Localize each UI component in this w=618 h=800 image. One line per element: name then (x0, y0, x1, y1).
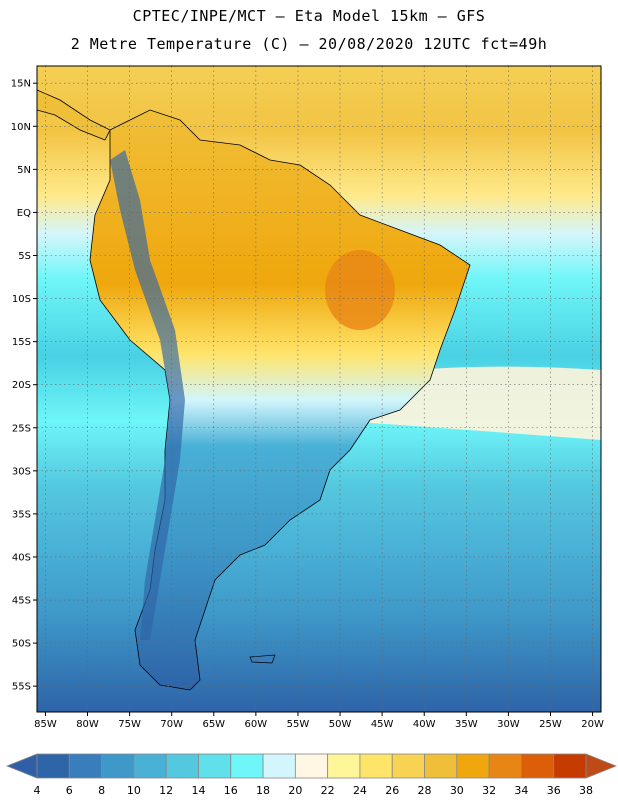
lat-tick-label: 30S (12, 466, 31, 477)
colorbar-swatch (391, 753, 425, 779)
colorbar-label: 18 (256, 784, 270, 797)
lat-tick-label: 40S (12, 552, 31, 563)
colorbar-swatch (359, 753, 393, 779)
chart-title-line2: 2 Metre Temperature (C) – 20/08/2020 12U… (70, 35, 548, 53)
map-frame (36, 65, 602, 713)
lat-tick-label: 20S (12, 380, 31, 391)
andes-ridge (110, 150, 185, 640)
colorbar: 4 6 8 10 12 14 16 18 20 22 24 26 28 30 32 34 36 38 (5, 753, 618, 797)
colorbar-label: 10 (127, 784, 141, 797)
lat-tick-label: 5S (18, 251, 31, 262)
lat-tick-label: 15N (11, 79, 31, 90)
lat-tick-label: 45S (12, 596, 31, 607)
lon-tick-label: 75W (118, 719, 141, 730)
colorbar-swatch (230, 753, 264, 779)
lon-tick-label: 65W (202, 719, 225, 730)
colorbar-swatch (327, 753, 361, 779)
lon-tick-label: 50W (329, 719, 352, 730)
lat-tick-label: 55S (12, 682, 31, 693)
falkland-islands (249, 654, 276, 664)
lat-tick-label: 10N (11, 122, 31, 133)
colorbar-label: 32 (482, 784, 496, 797)
lat-tick-label: 10S (12, 294, 31, 305)
colorbar-swatch (133, 753, 167, 779)
colorbar-swatch (294, 753, 329, 779)
central-america-land (37, 89, 111, 141)
lat-tick-label: 5N (17, 165, 31, 176)
lon-tick-label: 20W (581, 719, 604, 730)
colorbar-swatch (101, 753, 135, 779)
colorbar-swatch (262, 753, 296, 779)
colorbar-swatch (68, 753, 102, 779)
latitude-tick-labels: 15N 10N 5N EQ 5S 10S 15S 20S 25S 30S 35S 40S 45S 50S 5… (11, 79, 37, 693)
lon-tick-label: 70W (160, 719, 183, 730)
colorbar-label: 36 (547, 784, 561, 797)
colorbar-swatch (553, 753, 587, 779)
lon-tick-label: 40W (413, 719, 436, 730)
colorbar-swatch (165, 753, 199, 779)
lon-tick-label: 35W (455, 719, 478, 730)
lat-tick-label: 15S (12, 337, 31, 348)
colorbar-label: 34 (514, 784, 528, 797)
lat-tick-label: 50S (12, 639, 31, 650)
hot-core-brazil (325, 250, 395, 330)
colorbar-label: 38 (579, 784, 593, 797)
colorbar-label: 4 (34, 784, 41, 797)
longitude-tick-labels: 85W 80W 75W 70W 65W 60W 55W 50W 45W 40W 35W 30W 25W 2… (34, 712, 604, 730)
colorbar-high-arrow (585, 753, 618, 779)
lat-tick-label: 25S (12, 423, 31, 434)
colorbar-swatch (198, 753, 232, 779)
lon-tick-label: 25W (539, 719, 562, 730)
colorbar-swatch (456, 753, 490, 779)
colorbar-label: 14 (191, 784, 205, 797)
colorbar-label: 22 (321, 784, 335, 797)
lon-tick-label: 30W (497, 719, 520, 730)
colorbar-swatch (424, 753, 458, 779)
map-field (37, 66, 601, 712)
colorbar-low-arrow (5, 753, 38, 779)
colorbar-label: 12 (159, 784, 173, 797)
colorbar-label: 26 (385, 784, 399, 797)
lon-tick-label: 55W (287, 719, 310, 730)
colorbar-label: 6 (66, 784, 73, 797)
lat-tick-label: EQ (17, 208, 31, 219)
colorbar-label: 24 (353, 784, 367, 797)
lon-tick-label: 85W (34, 719, 57, 730)
colorbar-swatch (521, 753, 555, 779)
colorbar-label: 8 (98, 784, 105, 797)
chart-title-line1: CPTEC/INPE/MCT – Eta Model 15km – GFS (132, 7, 486, 25)
colorbar-swatch (488, 753, 522, 779)
lon-tick-label: 45W (371, 719, 394, 730)
colorbar-swatch (36, 753, 70, 779)
colorbar-label: 28 (418, 784, 432, 797)
lon-tick-label: 60W (245, 719, 268, 730)
colorbar-label: 30 (450, 784, 464, 797)
colorbar-label: 20 (288, 784, 302, 797)
lon-tick-label: 80W (76, 719, 99, 730)
colorbar-label: 16 (224, 784, 238, 797)
lat-tick-label: 35S (12, 509, 31, 520)
